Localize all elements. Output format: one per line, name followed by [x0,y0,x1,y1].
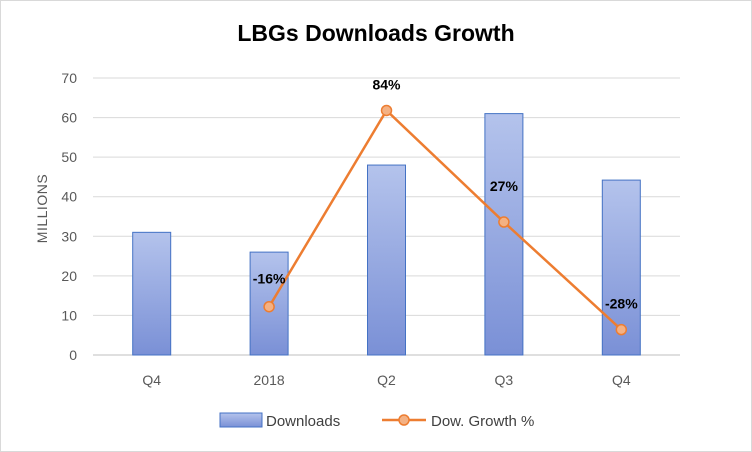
y-axis-label: MILLIONS [34,174,50,243]
growth-data-label: -28% [605,296,638,312]
bar-downloads [367,164,406,356]
y-tick-label: 70 [61,70,77,86]
legend-swatch-downloads [219,412,263,428]
x-tick-label: Q2 [377,372,396,388]
bar-downloads [132,231,172,356]
x-tick-label: Q4 [142,372,161,388]
y-tick-label: 20 [61,268,77,284]
y-tick-label: 50 [61,149,77,165]
y-tick-label: 60 [61,110,77,126]
growth-point [615,323,628,336]
x-tick-label: Q3 [495,372,514,388]
growth-point [263,300,275,313]
legend-label-growth: Dow. Growth % [431,413,534,430]
y-tick-label: 40 [61,189,77,205]
bar-downloads [484,113,524,356]
legend-label-downloads: Downloads [266,413,340,430]
y-tick-label: 30 [61,228,77,244]
y-tick-label: 10 [61,307,77,323]
x-tick-label: Q4 [612,372,631,388]
growth-data-label: 27% [490,178,519,194]
legend-swatch-growth-marker [398,414,410,426]
growth-point [380,104,393,117]
growth-data-label: -16% [253,271,286,287]
x-tick-label: 2018 [254,372,285,388]
growth-line [268,109,623,331]
growth-point [498,216,510,228]
chart-title: LBGs Downloads Growth [237,20,515,46]
growth-data-label: 84% [372,76,401,92]
y-tick-label: 0 [69,347,77,363]
